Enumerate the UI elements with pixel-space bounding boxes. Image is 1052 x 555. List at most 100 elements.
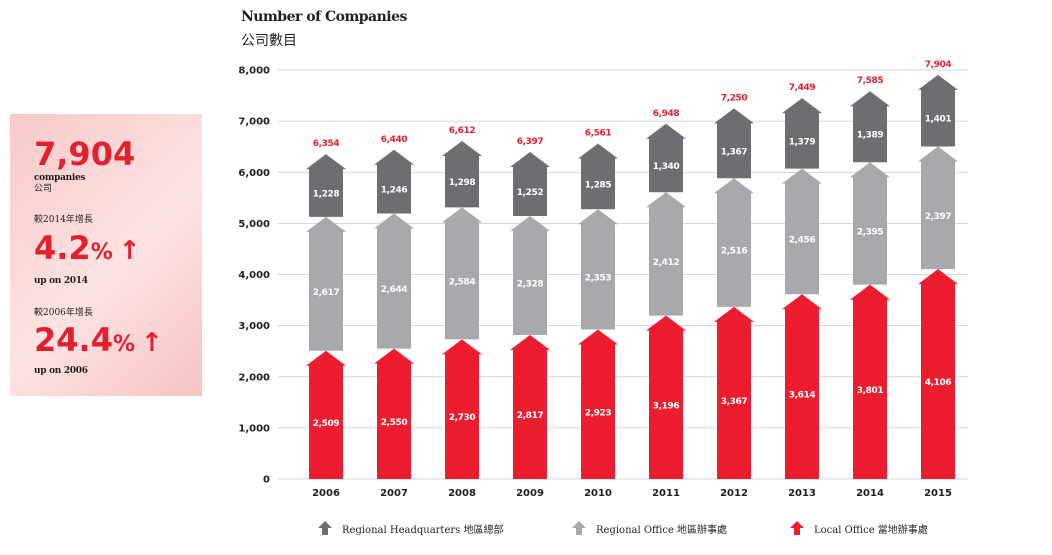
bar-segment	[918, 74, 958, 147]
summary-panel: 7,904 companies 公司 較2014年增長 4.2% ↑ up on …	[10, 114, 202, 396]
total-companies-label: companies	[34, 173, 86, 183]
bar-segment	[578, 209, 618, 330]
bar-segment	[374, 149, 414, 214]
growth-2014-label: 較2014年增長	[34, 215, 93, 225]
x-tick-label: 2014	[856, 488, 884, 499]
bar-segment	[306, 350, 346, 479]
y-axis: 0 1,000 2,000 3,000 4,000 5,000 6,000 7,000 8,00…	[238, 66, 270, 486]
legend-arrow-icon	[318, 521, 332, 535]
data-label: 1,389	[857, 131, 884, 141]
data-label: 2,730	[449, 413, 476, 423]
y-tick-label: 6,000	[238, 168, 270, 179]
total-companies-value: 7,904	[34, 135, 136, 173]
legend-label-hq: Regional Headquarters 地區總部	[342, 524, 504, 536]
y-tick-label: 1,000	[238, 423, 270, 434]
total-label: 7,250	[721, 93, 748, 103]
y-tick-label: 5,000	[238, 219, 270, 230]
legend-arrow-icon	[572, 521, 586, 535]
stacked-bar-chart: 0 1,000 2,000 3,000 4,000 5,000 6,000 7,000 8,00…	[238, 60, 968, 499]
data-label: 3,367	[721, 397, 748, 407]
total-label: 6,440	[381, 135, 408, 145]
total-label: 6,354	[313, 139, 340, 149]
data-label: 2,817	[517, 411, 544, 421]
growth-2006-figure: 24.4% ↑	[34, 324, 163, 356]
legend-label-lo: Local Office 當地辦事處	[814, 524, 928, 536]
bar-segment	[306, 154, 346, 217]
chart-subtitle: 公司數目	[241, 33, 297, 49]
x-tick-label: 2013	[788, 488, 816, 499]
total-label: 6,948	[653, 109, 680, 119]
data-label: 2,328	[517, 279, 544, 289]
x-tick-label: 2012	[720, 488, 748, 499]
bar-segment	[714, 306, 754, 479]
data-label: 2,644	[381, 285, 408, 295]
legend-item-ro: Regional Office 地區辦事處	[572, 520, 727, 536]
y-tick-label: 7,000	[238, 117, 270, 128]
bar-segment	[850, 162, 890, 285]
bar-segment	[442, 207, 482, 340]
bar-segment	[646, 315, 686, 479]
data-label: 1,379	[789, 137, 816, 147]
bar-segment	[510, 215, 550, 335]
percent-sign: %	[112, 332, 135, 357]
up-arrow-icon: ↑	[141, 328, 163, 358]
x-tick-label: 2009	[516, 488, 544, 499]
data-label: 2,456	[789, 235, 816, 245]
bar-segment	[646, 123, 686, 193]
x-tick-label: 2008	[448, 488, 476, 499]
chart-title: Number of Companies	[241, 9, 407, 25]
bar-segment	[578, 143, 618, 210]
data-label: 4,106	[925, 378, 952, 388]
legend-label-ro: Regional Office 地區辦事處	[596, 524, 728, 536]
y-tick-label: 4,000	[238, 270, 270, 281]
up-arrow-icon: ↑	[118, 236, 141, 266]
data-label: 2,395	[857, 227, 884, 237]
bar-segment	[918, 269, 958, 479]
data-label: 2,923	[585, 408, 612, 418]
data-label: 2,550	[381, 418, 408, 428]
bar-segment	[714, 108, 754, 179]
x-tick-label: 2007	[380, 488, 408, 499]
data-label: 3,801	[857, 386, 884, 396]
bar-segment	[306, 216, 346, 351]
data-label: 2,617	[313, 288, 340, 298]
bar-segment	[782, 98, 822, 169]
x-axis: 2006 2007 2008 2009 2010 2011 2012 2013 2014 2015	[312, 488, 952, 499]
y-tick-label: 2,000	[238, 372, 270, 383]
bar-segment	[782, 294, 822, 479]
bar-segment	[578, 329, 618, 479]
bar-segment	[850, 284, 890, 479]
total-label: 7,904	[925, 60, 952, 70]
y-tick-label: 3,000	[238, 321, 270, 332]
total-label: 7,585	[857, 76, 884, 86]
growth-2006-value: 24.4	[34, 321, 113, 359]
data-label: 3,614	[789, 391, 816, 401]
data-label: 2,412	[653, 258, 680, 268]
legend-item-lo: Local Office 當地辦事處	[790, 520, 928, 536]
data-label: 1,246	[381, 186, 408, 196]
bar-segment	[510, 151, 550, 216]
data-label: 2,516	[721, 247, 748, 257]
bar-segment	[646, 192, 686, 316]
data-label: 1,228	[313, 190, 340, 200]
growth-2014-sub: up on 2014	[34, 276, 88, 286]
growth-2006-sub: up on 2006	[34, 366, 88, 376]
growth-2014-value: 4.2	[34, 229, 91, 267]
percent-sign: %	[90, 240, 113, 265]
bar-segment	[374, 348, 414, 479]
data-label: 2,509	[313, 419, 340, 429]
bar-segment	[782, 168, 822, 295]
bar-segment	[714, 178, 754, 307]
bar-segment	[850, 91, 890, 163]
data-label: 1,298	[449, 178, 476, 188]
growth-2006-label: 較2006年增長	[34, 308, 93, 318]
growth-2014-figure: 4.2% ↑	[34, 232, 141, 264]
total-label: 7,449	[789, 83, 816, 93]
data-label: 2,584	[449, 277, 476, 287]
data-label: 1,401	[925, 115, 952, 125]
x-tick-label: 2010	[584, 488, 612, 499]
bar-segment	[510, 334, 550, 479]
bar-segment	[374, 213, 414, 349]
bar-segment	[918, 146, 958, 270]
data-label: 1,285	[585, 180, 612, 190]
